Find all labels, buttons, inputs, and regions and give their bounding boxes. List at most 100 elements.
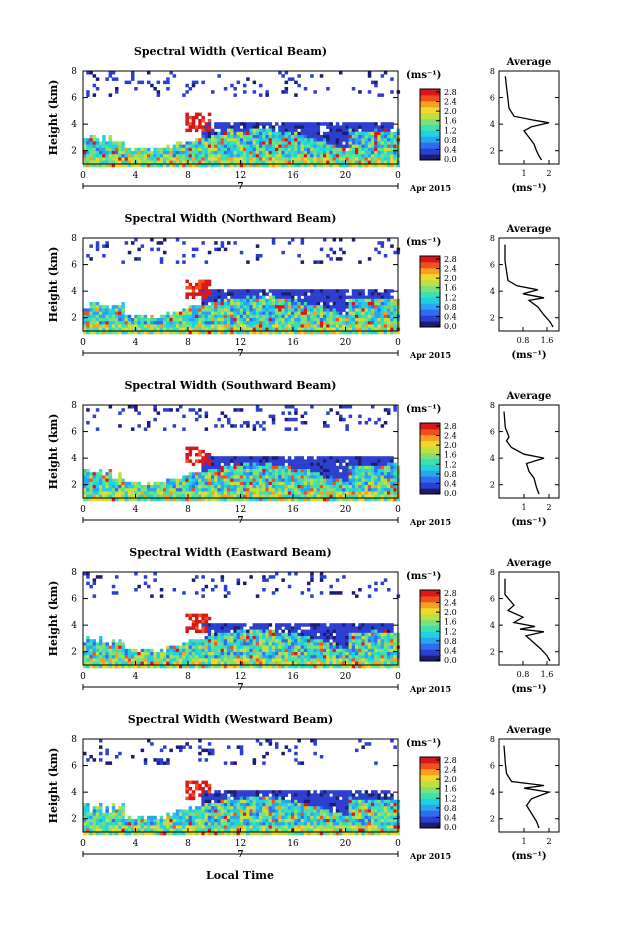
heatmap-cell	[383, 421, 388, 425]
heatmap-cell	[207, 648, 212, 653]
heatmap-cell	[175, 491, 180, 495]
heatmap-cell	[307, 324, 311, 328]
heatmap-cell	[303, 655, 308, 659]
heatmap-cell	[195, 485, 199, 489]
heatmap-cell	[124, 80, 129, 85]
heatmap-cell	[227, 131, 231, 136]
heatmap-cell	[99, 639, 103, 643]
heatmap-cell	[207, 636, 212, 640]
heatmap-cell	[380, 241, 385, 245]
heatmap-cell	[377, 292, 381, 296]
heatmap-cell	[345, 314, 349, 319]
heatmap-cell	[252, 131, 257, 136]
heatmap-cell	[182, 494, 186, 499]
heatmap-cell	[316, 289, 321, 293]
heatmap-cell	[236, 472, 241, 476]
heatmap-cell	[380, 298, 385, 303]
heatmap-cell	[262, 327, 266, 332]
heatmap-cell	[143, 151, 148, 155]
heatmap-cell	[326, 154, 330, 158]
heatmap-cell	[367, 327, 372, 332]
heatmap-cell	[230, 163, 234, 168]
heatmap-cell	[214, 642, 218, 646]
heatmap-cell	[92, 497, 97, 502]
heatmap-cell	[351, 469, 356, 473]
heatmap-cell	[223, 639, 228, 643]
heatmap-cell	[332, 330, 337, 335]
heatmap-cell	[371, 295, 375, 300]
heatmap-cell	[348, 469, 353, 473]
heatmap-cell	[172, 147, 177, 152]
heatmap-cell	[339, 318, 343, 322]
heatmap-cell	[188, 321, 193, 325]
heatmap-cell	[89, 308, 93, 312]
heatmap-cell	[284, 151, 289, 155]
heatmap-cell	[297, 664, 301, 669]
heatmap-cell	[348, 321, 353, 325]
heatmap-cells	[83, 572, 401, 669]
heatmap-cell	[223, 594, 228, 598]
heatmap-cell	[179, 327, 183, 332]
heatmap-cell	[351, 141, 356, 145]
heatmap-cell	[86, 469, 90, 473]
heatmap-cell	[255, 469, 260, 473]
heatmap-cell	[243, 581, 247, 586]
heatmap-cell	[291, 658, 295, 662]
heatmap-cell	[89, 648, 93, 653]
heatmap-cell	[252, 465, 257, 470]
heatmap-cell	[284, 632, 289, 637]
heatmap-cell	[345, 469, 349, 473]
heatmap-cell	[387, 465, 391, 470]
heatmap-cell	[86, 93, 90, 97]
heatmap-cell	[217, 321, 221, 325]
heatmap-cell	[188, 645, 193, 650]
heatmap-cell	[134, 405, 138, 409]
heatmap-cell	[310, 128, 314, 133]
heatmap-cell	[342, 147, 346, 152]
heatmap-cell	[326, 459, 330, 463]
heatmap-cell	[319, 456, 324, 460]
heatmap-cell	[303, 459, 308, 463]
heatmap-cell	[163, 318, 167, 322]
heatmap-cell	[335, 128, 340, 133]
heatmap-cell	[275, 655, 279, 659]
heatmap-cell	[339, 475, 343, 479]
heatmap-cell	[275, 629, 279, 634]
heatmap-cell	[262, 578, 266, 582]
heatmap-cell	[265, 465, 269, 470]
heatmap-cell	[284, 128, 289, 133]
heatmap-cell	[326, 645, 330, 650]
heatmap-cell	[195, 446, 199, 451]
heatmap-cell	[188, 314, 193, 319]
heatmap-cell	[332, 459, 337, 463]
average-title: Average	[506, 57, 552, 68]
heatmap-cell	[307, 636, 311, 640]
heatmap-cell	[207, 160, 212, 165]
heatmap-cell	[339, 497, 343, 502]
heatmap-cell	[265, 456, 269, 460]
heatmap-cell	[227, 475, 231, 479]
heatmap-cell	[387, 238, 391, 242]
heatmap-cell	[310, 160, 314, 165]
heatmap-cell	[214, 658, 218, 662]
heatmap-cell	[390, 157, 394, 161]
heatmap-cell	[156, 321, 161, 325]
heatmap-cell	[124, 327, 129, 332]
heatmap-cell	[115, 90, 119, 94]
heatmap-cell	[156, 497, 161, 502]
heatmap-cell	[233, 308, 237, 312]
heatmap-cell	[310, 154, 314, 158]
heatmap-cell	[217, 160, 221, 165]
heatmap-cell	[348, 314, 353, 319]
heatmap-cell	[175, 314, 180, 319]
heatmap-cell	[227, 417, 231, 422]
heatmap-cell	[377, 295, 381, 300]
heatmap-cell	[121, 658, 125, 662]
heatmap-cell	[147, 664, 151, 669]
heatmap-cell	[348, 459, 353, 463]
heatmap-cell	[275, 636, 279, 640]
heatmap-cell	[195, 494, 199, 499]
heatmap-cell	[95, 305, 100, 309]
heatmap-cell	[204, 655, 209, 659]
heatmap-cell	[303, 664, 308, 669]
